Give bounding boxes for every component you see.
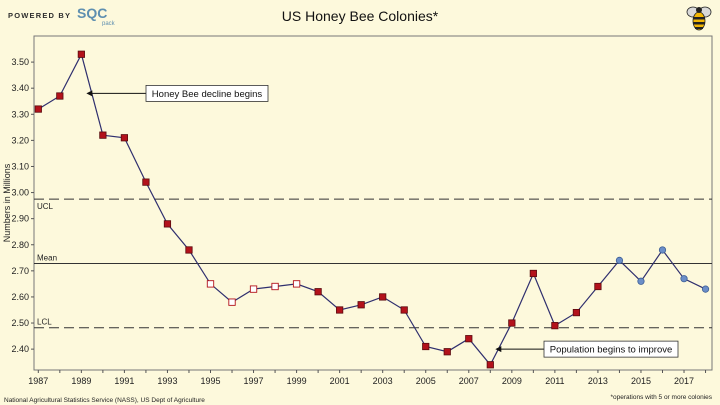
y-tick-label: 2.60 — [11, 292, 29, 302]
data-point-out-of-control — [34, 105, 42, 113]
y-tick-label: 3.00 — [11, 188, 29, 198]
data-point-out-of-control — [163, 220, 172, 228]
x-tick-label: 1991 — [114, 376, 134, 386]
x-tick-label: 1999 — [287, 376, 307, 386]
x-tick-label: 2003 — [373, 376, 393, 386]
data-point-trend — [680, 275, 688, 283]
x-tick-label: 1993 — [157, 376, 177, 386]
data-point-out-of-control — [465, 335, 473, 343]
data-point-out-of-control — [56, 92, 64, 100]
x-tick-label: 2013 — [588, 376, 608, 386]
ucl-label: UCL — [37, 202, 54, 211]
data-point-out-of-control — [594, 282, 602, 291]
powered-by-label: POWERED BY — [8, 10, 72, 20]
series-line — [37, 52, 706, 366]
y-tick-label: 2.70 — [11, 266, 29, 276]
footnote: *operations with 5 or more colonies — [610, 394, 712, 401]
x-tick-label: 1989 — [71, 376, 91, 386]
y-tick-label: 3.20 — [11, 135, 29, 145]
y-tick-label: 3.30 — [11, 109, 29, 119]
x-tick-label: 1997 — [244, 376, 264, 386]
y-axis-label: Numbers in Millions — [2, 163, 12, 242]
data-point-out-of-control — [551, 322, 559, 330]
data-point-out-of-control — [336, 306, 344, 314]
annotation-improve-arrow-head — [495, 346, 502, 353]
lcl-label: LCL — [37, 318, 52, 327]
data-point-out-of-control — [357, 301, 365, 309]
data-point-out-of-control — [142, 178, 150, 186]
y-tick-label: 2.40 — [11, 344, 29, 354]
x-tick-label: 1995 — [200, 376, 220, 386]
data-point-out-of-control — [422, 342, 430, 351]
y-tick-label: 3.40 — [11, 83, 29, 93]
logo-sub-text: pack — [102, 21, 116, 26]
data-point-trend — [615, 256, 624, 265]
x-tick-label: 2009 — [502, 376, 522, 386]
data-point-out-of-control — [185, 246, 193, 254]
data-point-out-of-control — [400, 306, 408, 314]
y-tick-label: 3.10 — [11, 161, 29, 171]
x-tick-label: 1987 — [28, 376, 48, 386]
annotation-decline-text: Honey Bee decline begins — [152, 89, 263, 100]
mean-label: Mean — [37, 254, 57, 263]
data-point-trend — [701, 285, 710, 293]
x-tick-label: 2007 — [459, 376, 479, 386]
data-point-in-control — [292, 280, 301, 288]
source-note: National Agricultural Statistics Service… — [4, 397, 205, 404]
x-tick-label: 2001 — [330, 376, 350, 386]
y-tick-label: 2.80 — [11, 240, 29, 250]
y-tick-label: 2.90 — [11, 214, 29, 224]
data-point-out-of-control — [529, 269, 537, 278]
sqc-logo-mark: SQC pack — [77, 5, 116, 26]
data-point-out-of-control — [99, 131, 107, 139]
y-tick-label: 3.50 — [11, 57, 29, 67]
x-tick-label: 2011 — [545, 376, 564, 386]
chart-title: US Honey Bee Colonies* — [281, 8, 439, 24]
plot-area — [33, 35, 713, 371]
data-point-in-control — [228, 298, 236, 306]
x-tick-label: 2017 — [674, 376, 694, 386]
data-point-out-of-control — [314, 288, 322, 296]
data-point-out-of-control — [379, 293, 387, 301]
y-tick-label: 2.50 — [11, 318, 29, 328]
bee-icon — [686, 6, 712, 31]
x-tick-label: 2005 — [416, 376, 436, 386]
x-tick-label: 2015 — [631, 376, 651, 386]
data-point-in-control — [206, 280, 215, 288]
data-point-out-of-control — [120, 134, 128, 142]
annotation-improve-text: Population begins to improve — [550, 345, 673, 356]
logo-text: SQC — [77, 5, 107, 21]
data-point-trend — [658, 246, 667, 254]
data-point-out-of-control — [572, 308, 581, 317]
data-point-trend — [637, 277, 645, 285]
data-point-out-of-control — [443, 348, 451, 356]
data-point-out-of-control — [486, 361, 494, 369]
data-point-in-control — [249, 285, 258, 293]
annotation-decline-box — [145, 85, 269, 102]
data-point-out-of-control — [508, 319, 516, 327]
data-point-out-of-control — [77, 50, 85, 58]
annotation-improve-box — [543, 340, 679, 358]
annotation-decline-arrow-head — [86, 90, 93, 97]
data-point-in-control — [271, 282, 279, 291]
sqc-pack-logo: POWERED BY SQC pack — [8, 4, 120, 26]
